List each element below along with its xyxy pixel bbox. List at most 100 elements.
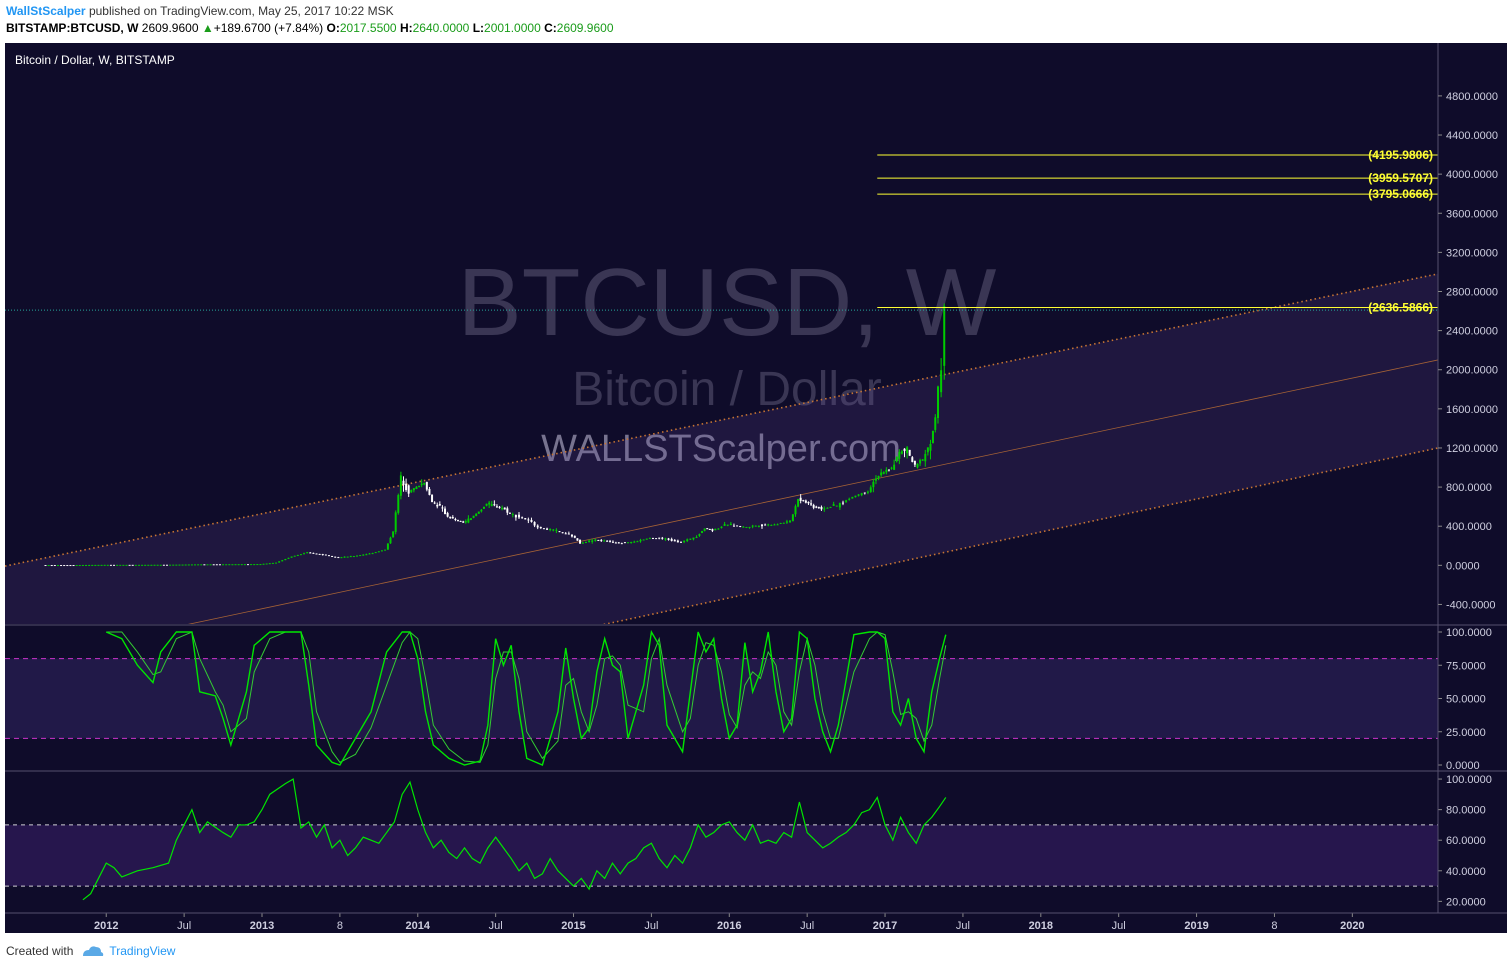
level-label: (3959.5707) — [1368, 171, 1433, 185]
stoch-axis-label: 75.0000 — [1446, 660, 1486, 672]
price-candle — [97, 564, 100, 566]
price-candle — [866, 491, 869, 493]
price-candle — [651, 538, 654, 540]
price-candle — [324, 554, 327, 556]
price-candle — [113, 564, 116, 566]
time-axis-label: Jul — [1112, 920, 1126, 932]
price-candle — [405, 483, 408, 490]
channel-lower — [602, 447, 1438, 624]
tradingview-link[interactable]: TradingView — [109, 944, 176, 958]
price-candle — [810, 503, 813, 505]
price-candle — [898, 451, 901, 459]
price-candle — [144, 564, 147, 566]
price-candle — [356, 555, 359, 557]
price-candle — [312, 552, 315, 554]
price-candle — [670, 538, 673, 541]
price-candle — [66, 565, 69, 567]
price-candle — [789, 520, 792, 523]
price-candle — [103, 564, 106, 566]
price-candle — [701, 531, 704, 534]
price-candle — [536, 525, 539, 528]
price-candle — [940, 370, 943, 393]
price-candle — [627, 542, 630, 544]
low-value: 2001.0000 — [484, 21, 541, 35]
price-candle — [407, 485, 410, 494]
price-candle — [838, 503, 841, 508]
price-candle — [717, 528, 720, 530]
time-axis-label: 2017 — [873, 920, 897, 932]
price-candle — [362, 554, 365, 556]
price-candle — [377, 551, 380, 553]
price-candle — [630, 542, 633, 544]
price-candle — [81, 564, 84, 566]
price-candle — [913, 460, 916, 465]
price-candle — [303, 553, 306, 555]
stochastic-pane: 100.0000 75.0000 50.0000 25.0000 0.0000 — [5, 627, 1492, 772]
price-candle — [122, 564, 125, 566]
price-candle — [857, 494, 860, 496]
level-label: (4195.9806) — [1368, 148, 1433, 162]
price-candle — [359, 555, 362, 557]
chart-svg[interactable]: BTCUSD, W Bitcoin / Dollar WALLSTScalper.c… — [5, 43, 1507, 933]
high-value: 2640.0000 — [412, 21, 470, 35]
price-candle — [446, 513, 449, 517]
price-candle — [511, 513, 514, 515]
tradingview-brand[interactable]: TradingView — [81, 944, 175, 958]
time-axis-label: 8 — [1271, 920, 1277, 932]
price-candle — [609, 540, 612, 542]
price-axis-label: 4000.0000 — [1446, 169, 1498, 181]
price-candle — [785, 521, 788, 523]
time-axis-label: 2013 — [250, 920, 274, 932]
price-candle — [754, 525, 757, 527]
price-change: +189.6700 (+7.84%) — [213, 21, 324, 35]
time-axis-label: 2014 — [406, 920, 431, 932]
price-candle — [451, 516, 454, 519]
publish-header: WallStScalper published on TradingView.c… — [6, 4, 394, 18]
price-candle — [162, 564, 165, 566]
price-candle — [234, 564, 237, 566]
time-axis-label: Jul — [489, 920, 503, 932]
price-candle — [617, 542, 620, 544]
price-axis-label: 0.0000 — [1446, 560, 1480, 572]
price-candle — [764, 524, 767, 526]
price-candle — [318, 553, 321, 555]
price-candle — [63, 565, 66, 567]
price-candle — [937, 386, 940, 418]
price-candle — [109, 564, 112, 566]
price-candle — [271, 562, 274, 564]
rsi-axis-label: 80.0000 — [1446, 805, 1486, 817]
watermark-site: WALLSTScalper.com — [541, 428, 901, 470]
price-candle — [706, 528, 709, 530]
price-candle — [552, 529, 555, 531]
open-value: 2017.5500 — [339, 21, 397, 35]
published-text: published on TradingView.com, May 25, 20… — [88, 4, 394, 18]
level-label: (2636.5866) — [1368, 300, 1433, 314]
price-candle — [689, 538, 692, 540]
price-candle — [695, 536, 698, 538]
price-candle — [539, 527, 542, 529]
price-candle — [655, 538, 658, 540]
rsi-axis-label: 60.0000 — [1446, 835, 1486, 847]
price-candle — [485, 503, 488, 506]
price-candle — [683, 540, 686, 543]
author-link[interactable]: WallStScalper — [6, 4, 86, 18]
price-candle — [620, 543, 623, 545]
price-candle — [262, 563, 265, 565]
price-candle — [503, 507, 506, 510]
price-candle — [906, 447, 909, 454]
chart-title: Bitcoin / Dollar, W, BITSTAMP — [15, 53, 175, 67]
price-candle — [720, 526, 723, 528]
price-candle — [462, 521, 465, 523]
price-candle — [137, 564, 140, 566]
close-label: C: — [544, 21, 557, 35]
price-candle — [477, 511, 480, 514]
price-candle — [91, 564, 94, 566]
chart-area[interactable]: BTCUSD, W Bitcoin / Dollar WALLSTScalper.c… — [5, 43, 1507, 933]
price-candle — [570, 534, 573, 537]
price-candle — [131, 564, 134, 566]
price-candle — [423, 482, 426, 485]
price-candle — [374, 552, 377, 554]
price-candle — [711, 529, 714, 531]
price-candle — [78, 564, 81, 566]
price-candle — [648, 537, 651, 539]
